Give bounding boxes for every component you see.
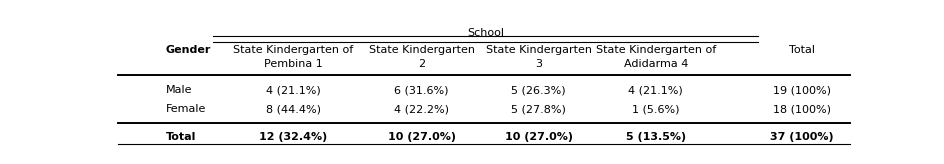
- Text: 19 (100%): 19 (100%): [773, 85, 831, 95]
- Text: 37 (100%): 37 (100%): [770, 132, 834, 142]
- Text: 4 (22.2%): 4 (22.2%): [394, 104, 449, 114]
- Text: 1 (5.6%): 1 (5.6%): [632, 104, 680, 114]
- Text: 10 (27.0%): 10 (27.0%): [505, 132, 573, 142]
- Text: 8 (44.4%): 8 (44.4%): [266, 104, 321, 114]
- Text: 4 (21.1%): 4 (21.1%): [629, 85, 683, 95]
- Text: Male: Male: [165, 85, 192, 95]
- Text: 12 (32.4%): 12 (32.4%): [260, 132, 328, 142]
- Text: State Kindergarten of
Adidarma 4: State Kindergarten of Adidarma 4: [596, 45, 716, 69]
- Text: State Kindergarten of
Pembina 1: State Kindergarten of Pembina 1: [233, 45, 354, 69]
- Text: 6 (31.6%): 6 (31.6%): [395, 85, 448, 95]
- Text: State Kindergarten
3: State Kindergarten 3: [485, 45, 592, 69]
- Text: 5 (27.8%): 5 (27.8%): [512, 104, 566, 114]
- Text: Gender: Gender: [165, 45, 211, 55]
- Text: State Kindergarten
2: State Kindergarten 2: [368, 45, 475, 69]
- Text: School: School: [467, 28, 504, 38]
- Text: Total: Total: [789, 45, 815, 55]
- Text: 4 (21.1%): 4 (21.1%): [266, 85, 321, 95]
- Text: 5 (26.3%): 5 (26.3%): [512, 85, 566, 95]
- Text: 18 (100%): 18 (100%): [773, 104, 831, 114]
- Text: 5 (13.5%): 5 (13.5%): [626, 132, 685, 142]
- Text: Female: Female: [165, 104, 206, 114]
- Text: 10 (27.0%): 10 (27.0%): [388, 132, 456, 142]
- Text: Total: Total: [165, 132, 196, 142]
